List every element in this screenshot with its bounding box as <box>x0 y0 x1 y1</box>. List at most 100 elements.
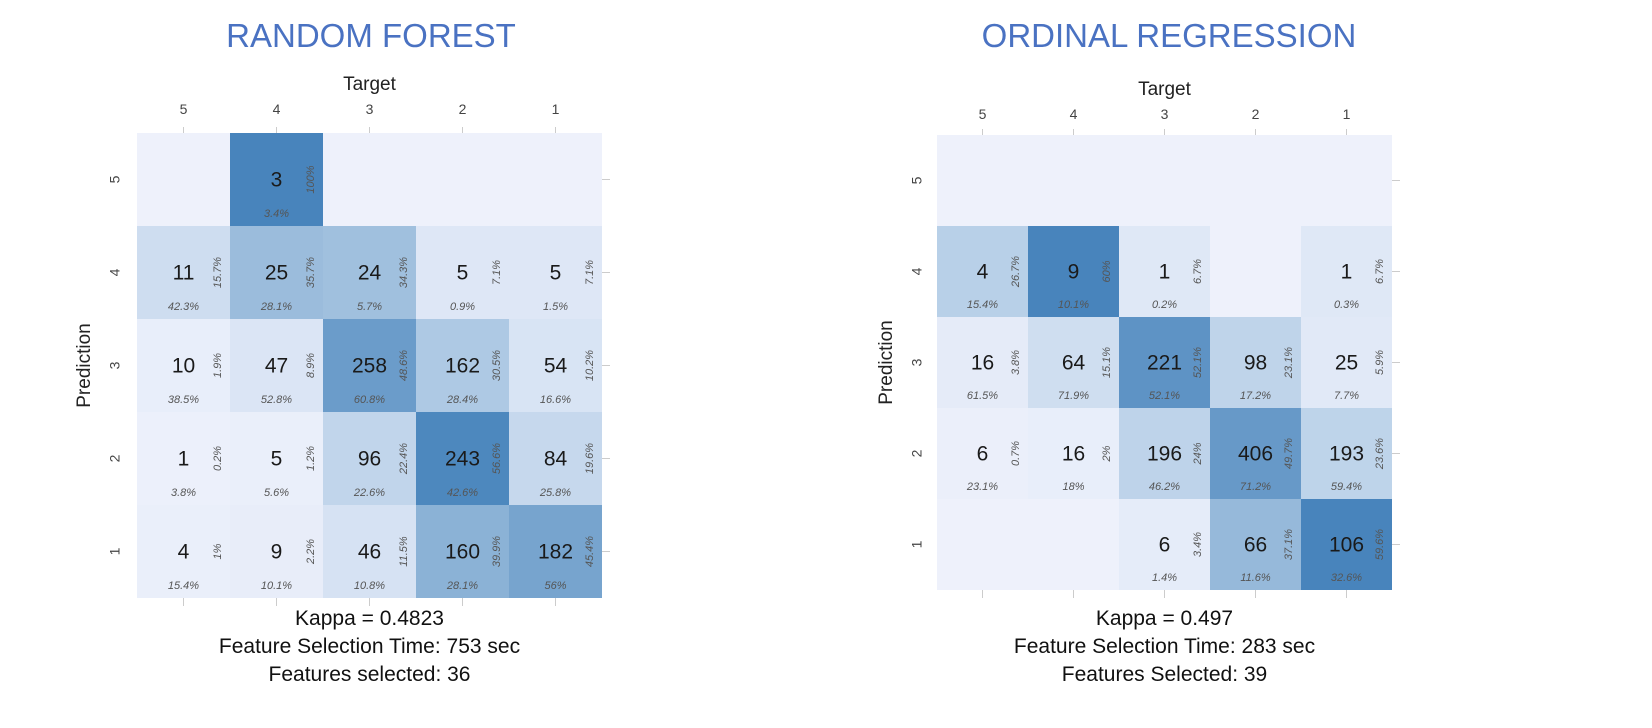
matrix-cell <box>416 133 509 226</box>
matrix-cell <box>1028 226 1119 317</box>
cell-count: 25 <box>1335 352 1358 375</box>
cell-row-percent: 100% <box>305 165 317 193</box>
cell-row-percent: 8.9% <box>305 353 317 378</box>
footer-line: Kappa = 0.497 <box>1096 607 1233 630</box>
y-tick-label: 1 <box>107 547 123 555</box>
cell-count: 24 <box>358 262 382 285</box>
matrix-cell <box>1301 135 1392 226</box>
cell-count: 84 <box>544 448 568 471</box>
cell-column-percent: 28.1% <box>260 301 292 313</box>
cell-column-percent: 3.8% <box>171 487 196 499</box>
y-tick-label: 5 <box>909 176 925 184</box>
cell-count: 47 <box>265 355 288 378</box>
cell-count: 46 <box>358 541 381 564</box>
x-tick-label: 3 <box>366 101 374 117</box>
x-tick-label: 4 <box>273 101 281 117</box>
cell-row-percent: 3.4% <box>1192 532 1204 557</box>
matrix-cell <box>1210 226 1301 317</box>
x-tick-label: 5 <box>180 101 188 117</box>
cell-count: 6 <box>977 443 989 466</box>
cell-row-percent: 34.3% <box>398 257 410 288</box>
matrix-cell <box>230 319 323 412</box>
cell-count: 54 <box>544 355 568 378</box>
matrix-cell <box>323 412 416 505</box>
matrix-cell <box>1210 499 1301 590</box>
x-tick-label: 3 <box>1161 106 1169 122</box>
cell-count: 1 <box>1159 261 1171 284</box>
matrix-cell <box>937 226 1028 317</box>
cell-row-percent: 1.2% <box>305 446 317 471</box>
cell-row-percent: 45.4% <box>584 536 596 567</box>
cell-row-percent: 49.7% <box>1283 438 1295 469</box>
y-tick-label: 4 <box>107 268 123 276</box>
cell-row-percent: 0.7% <box>1010 441 1022 466</box>
cell-column-percent: 10.1% <box>1058 299 1089 311</box>
cell-row-percent: 2.2% <box>305 539 317 565</box>
matrix-cell <box>137 319 230 412</box>
matrix-cell <box>509 226 602 319</box>
cell-count: 5 <box>550 262 562 285</box>
cell-count: 10 <box>172 355 195 378</box>
matrix-cell <box>937 499 1028 590</box>
cell-row-percent: 52.1% <box>1192 347 1204 378</box>
cell-column-percent: 71.2% <box>1240 481 1271 493</box>
x-tick-label: 1 <box>1343 106 1351 122</box>
y-tick-label: 3 <box>909 358 925 366</box>
cell-row-percent: 48.6% <box>398 350 410 381</box>
matrix-cell <box>1028 499 1119 590</box>
x-tick-label: 4 <box>1070 106 1078 122</box>
cell-count: 4 <box>977 261 989 284</box>
matrix-cell <box>137 133 230 226</box>
cell-count: 9 <box>1068 261 1080 284</box>
cell-row-percent: 10.2% <box>584 350 596 381</box>
cell-row-percent: 15.1% <box>1101 347 1113 378</box>
cell-count: 106 <box>1329 534 1364 557</box>
matrix-cell <box>323 505 416 598</box>
footer-line: Kappa = 0.4823 <box>295 607 444 630</box>
cell-row-percent: 56.6% <box>491 443 503 474</box>
y-tick-label: 2 <box>107 454 123 462</box>
x-axis-title: Target <box>343 74 397 95</box>
cell-row-percent: 23.1% <box>1283 347 1295 379</box>
matrix-cell <box>1119 499 1210 590</box>
cell-column-percent: 1.4% <box>1152 572 1177 584</box>
y-tick-label: 5 <box>107 175 123 183</box>
cell-count: 6 <box>1159 534 1171 557</box>
y-tick-label: 3 <box>107 361 123 369</box>
matrix-cell <box>1301 226 1392 317</box>
matrix-cell <box>137 505 230 598</box>
matrix-cell <box>509 133 602 226</box>
cell-row-percent: 7.1% <box>491 260 503 285</box>
cell-count: 221 <box>1147 352 1182 375</box>
chart-title: ORDINAL REGRESSION <box>982 17 1357 54</box>
cell-row-percent: 7.1% <box>584 260 596 285</box>
matrix-cell <box>937 317 1028 408</box>
cell-row-percent: 39.9% <box>491 536 503 567</box>
cell-row-percent: 6.7% <box>1192 259 1204 284</box>
matrix-cell <box>1210 317 1301 408</box>
cell-column-percent: 18% <box>1062 481 1084 493</box>
cell-column-percent: 15.4% <box>967 299 998 311</box>
cell-count: 98 <box>1244 352 1267 375</box>
matrix-cell <box>937 408 1028 499</box>
cell-count: 1 <box>1341 261 1353 284</box>
cell-column-percent: 56% <box>544 580 566 592</box>
matrix-cell <box>1119 317 1210 408</box>
x-axis-title: Target <box>1138 79 1192 100</box>
matrix-cell <box>1119 135 1210 226</box>
cell-column-percent: 61.5% <box>967 390 998 402</box>
cell-column-percent: 52.8% <box>261 394 292 406</box>
matrix-cell <box>509 505 602 598</box>
matrix-cell <box>416 226 509 319</box>
cell-column-percent: 11.6% <box>1240 572 1271 584</box>
matrix-cell <box>1210 135 1301 226</box>
matrix-cell <box>416 319 509 412</box>
matrix-cell <box>230 133 323 226</box>
cell-count: 196 <box>1147 443 1182 466</box>
cell-count: 5 <box>271 448 283 471</box>
matrix-cell <box>230 226 323 319</box>
cell-count: 162 <box>445 355 480 378</box>
x-tick-label: 1 <box>552 101 560 117</box>
cell-row-percent: 1% <box>212 543 224 559</box>
